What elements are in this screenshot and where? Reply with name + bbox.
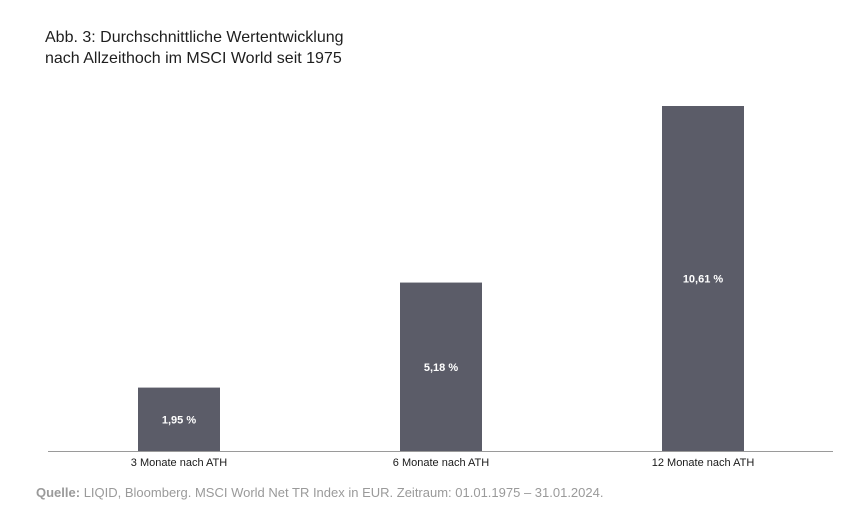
- data-label-2: 5,18 %: [424, 362, 458, 374]
- source-note: Quelle: LIQID, Bloomberg. MSCI World Net…: [36, 485, 603, 500]
- x-tick-label-3: 12 Monate nach ATH: [652, 457, 755, 469]
- bar-3: [662, 106, 744, 451]
- bar-2: [400, 282, 482, 451]
- data-label-3: 10,61 %: [683, 274, 724, 286]
- chart-title: Abb. 3: Durchschnittliche Wertentwicklun…: [45, 27, 344, 69]
- bar-1: [138, 387, 220, 451]
- x-tick-label-2: 6 Monate nach ATH: [393, 457, 489, 469]
- x-tick-label-1: 3 Monate nach ATH: [131, 457, 227, 469]
- chart-title-line-2: nach Allzeithoch im MSCI World seit 1975: [45, 50, 342, 67]
- data-label-1: 1,95 %: [162, 414, 196, 426]
- source-label: Quelle:: [36, 485, 81, 500]
- source-text: LIQID, Bloomberg. MSCI World Net TR Inde…: [80, 485, 604, 500]
- chart-title-line-1: Abb. 3: Durchschnittliche Wertentwicklun…: [45, 29, 344, 46]
